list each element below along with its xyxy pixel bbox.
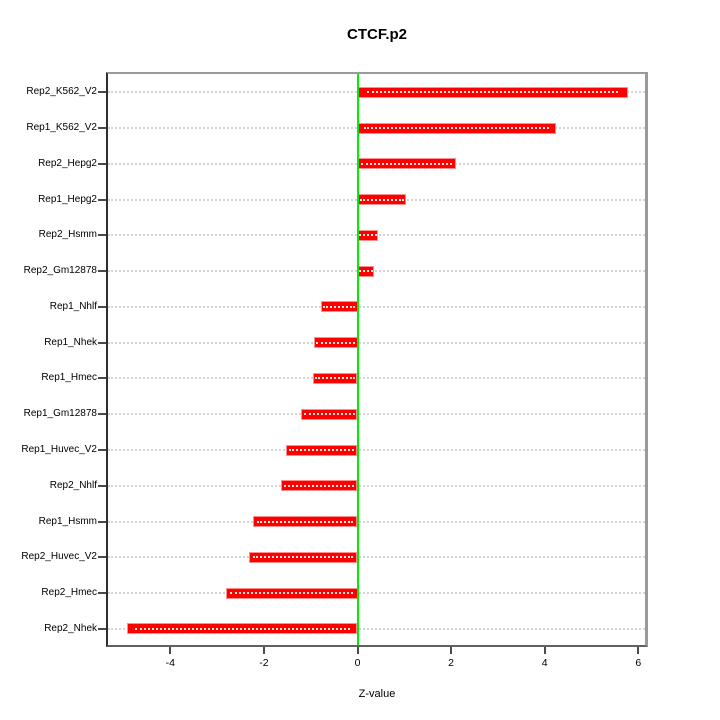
chart-title: CTCF.p2: [347, 26, 407, 43]
bar-inner-dotted-line: [284, 484, 355, 487]
zero-reference-line: [356, 74, 359, 645]
bar: [248, 551, 358, 563]
gridline: [108, 556, 645, 559]
x-axis-tick: [450, 647, 453, 654]
gridline: [108, 305, 645, 308]
bar-inner-dotted-line: [316, 341, 356, 344]
y-axis-tick: [98, 556, 106, 559]
y-axis-tick: [98, 449, 106, 451]
bar-inner-dotted-line: [134, 627, 350, 630]
gridline: [108, 413, 645, 416]
y-axis-tick: [98, 198, 106, 201]
y-axis-tick: [98, 305, 106, 308]
x-axis-tick: [543, 647, 546, 654]
category-label: Rep1_Hepg2: [38, 193, 97, 205]
category-label: Rep1_Hmec: [41, 372, 97, 384]
bar-inner-dotted-line: [257, 520, 354, 523]
bar: [312, 372, 358, 384]
bar: [357, 194, 407, 206]
bar: [126, 623, 358, 635]
x-axis-title: Z-value: [358, 688, 396, 700]
x-axis-tick-label: 6: [635, 657, 642, 669]
category-label: Rep2_Nhek: [44, 622, 97, 634]
y-axis-tick: [98, 234, 106, 237]
bar-inner-dotted-line: [303, 413, 355, 416]
gridline: [108, 449, 645, 451]
bar-inner-dotted-line: [323, 305, 356, 308]
x-axis-tick-label: 0: [354, 657, 361, 669]
bar-inner-dotted-line: [314, 377, 356, 380]
bar-inner-dotted-line: [359, 234, 377, 237]
category-label: Rep2_Gm12878: [23, 265, 97, 277]
bar: [357, 86, 628, 98]
bar: [301, 408, 358, 420]
category-label: Rep1_Huvec_V2: [21, 444, 97, 455]
category-label: Rep1_Nhlf: [49, 300, 97, 312]
y-axis-tick: [98, 520, 106, 523]
bar: [253, 516, 358, 528]
category-label: Rep2_Nhlf: [49, 479, 97, 491]
x-axis-tick: [637, 647, 640, 654]
plot-area: [106, 72, 648, 647]
category-label: Rep1_Nhek: [44, 336, 97, 348]
bar-inner-dotted-line: [230, 592, 353, 595]
y-axis-tick: [98, 162, 106, 165]
gridline: [108, 341, 645, 344]
x-axis-tick-label: -4: [165, 657, 175, 669]
x-axis-tick-label: 2: [448, 657, 455, 669]
y-axis-tick: [98, 341, 106, 344]
y-axis-tick: [98, 270, 106, 273]
bar-inner-dotted-line: [359, 198, 404, 201]
bar-inner-dotted-line: [361, 162, 452, 165]
bar: [357, 158, 456, 170]
x-axis-tick-label: -2: [259, 657, 269, 669]
category-label: Rep1_Hsmm: [38, 515, 97, 527]
y-axis-tick: [98, 627, 106, 630]
category-label: Rep1_Gm12878: [23, 408, 97, 420]
bar: [281, 480, 358, 492]
category-label: Rep2_Huvec_V2: [21, 551, 97, 563]
gridline: [108, 592, 645, 595]
bar-inner-dotted-line: [288, 449, 355, 451]
y-axis-tick: [98, 127, 106, 130]
bar-inner-dotted-line: [364, 127, 550, 130]
category-label: Rep2_Hmec: [41, 587, 97, 599]
bar-inner-dotted-line: [253, 556, 354, 559]
category-label: Rep2_Hsmm: [38, 229, 97, 241]
bar: [357, 229, 379, 241]
y-axis-tick: [98, 91, 106, 94]
y-axis-tick: [98, 484, 106, 487]
y-axis-tick: [98, 592, 106, 595]
category-label: Rep1_K562_V2: [26, 122, 97, 134]
y-axis-tick: [98, 377, 106, 380]
bar: [285, 444, 358, 456]
x-axis-tick-label: 4: [541, 657, 548, 669]
gridline: [108, 377, 645, 380]
bar-inner-dotted-line: [358, 270, 373, 273]
bar: [357, 265, 375, 277]
x-axis-tick: [169, 647, 172, 654]
x-axis-tick: [262, 647, 265, 654]
gridline: [108, 484, 645, 487]
category-label: Rep2_Hepg2: [38, 157, 97, 169]
bar: [357, 122, 557, 134]
bar: [225, 587, 358, 599]
bar: [321, 301, 358, 313]
bar-inner-dotted-line: [366, 91, 619, 94]
x-axis-tick: [356, 647, 359, 654]
gridline: [108, 520, 645, 523]
gridline: [108, 270, 645, 273]
y-axis-tick: [98, 413, 106, 416]
category-label: Rep2_K562_V2: [26, 86, 97, 98]
bar: [314, 337, 358, 349]
gridline: [108, 627, 645, 630]
